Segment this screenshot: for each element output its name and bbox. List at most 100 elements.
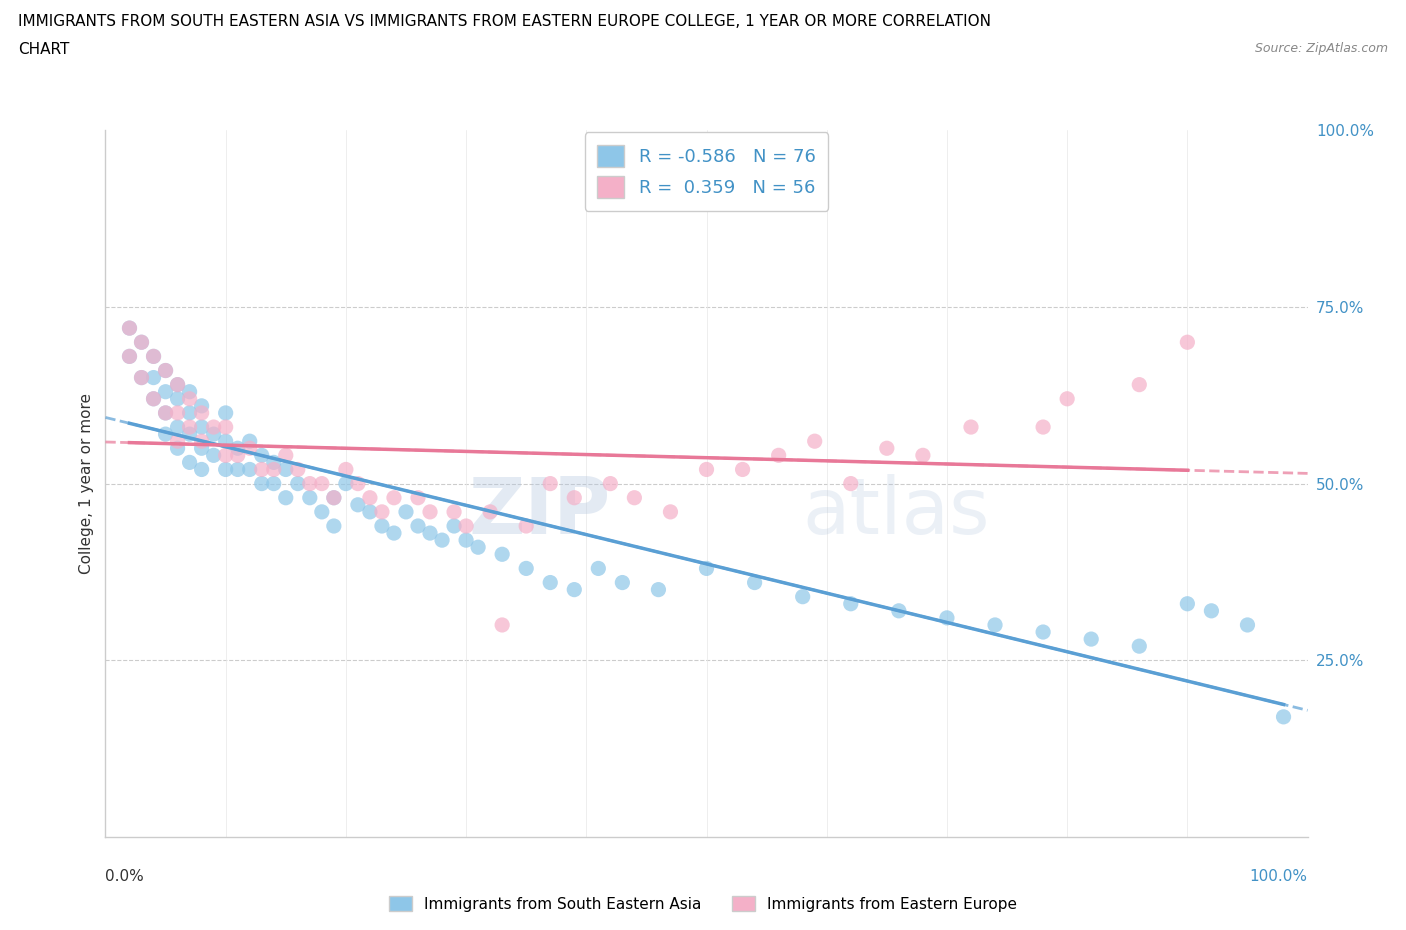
Point [406,490,429,505]
Point [131,370,153,385]
Point [166,405,188,420]
Point [179,392,201,406]
Point [731,462,754,477]
Point [250,462,273,477]
Point [984,618,1007,632]
Point [588,561,610,576]
Point [118,349,141,364]
Point [239,441,262,456]
Point [1056,392,1078,406]
Point [179,419,201,434]
Point [274,448,297,463]
Point [562,582,585,597]
Point [479,504,502,519]
Point [443,519,465,534]
Point [190,433,212,448]
Point [1175,335,1198,350]
Point [118,321,141,336]
Point [562,490,585,505]
Point [226,441,249,456]
Point [287,476,309,491]
Point [263,455,285,470]
Point [887,604,910,618]
Point [202,448,225,463]
Point [696,561,718,576]
Point [491,618,513,632]
Point [322,490,344,505]
Point [515,561,537,576]
Point [659,504,682,519]
Point [202,427,225,442]
Point [214,462,236,477]
Point [131,370,153,385]
Point [142,392,165,406]
Point [142,349,165,364]
Point [1201,604,1223,618]
Point [155,427,177,442]
Point [190,419,212,434]
Point [179,384,201,399]
Point [311,504,333,519]
Text: ZIP: ZIP [468,474,610,550]
Point [1272,710,1295,724]
Point [179,455,201,470]
Point [359,504,381,519]
Legend: R = -0.586   N = 76, R =  0.359   N = 56: R = -0.586 N = 76, R = 0.359 N = 56 [585,132,828,210]
Point [792,590,814,604]
Text: CHART: CHART [18,42,70,57]
Point [335,462,357,477]
Point [214,433,236,448]
Point [623,490,645,505]
Point [803,433,825,448]
Point [155,384,177,399]
Point [155,405,177,420]
Point [1032,625,1054,640]
Point [395,504,418,519]
Point [263,476,285,491]
Point [768,448,790,463]
Text: 0.0%: 0.0% [105,869,145,883]
Point [118,321,141,336]
Point [190,398,212,413]
Point [179,427,201,442]
Point [430,533,453,548]
Point [166,433,188,448]
Point [155,405,177,420]
Point [419,504,441,519]
Point [226,448,249,463]
Point [382,525,405,540]
Point [538,575,561,590]
Point [876,441,898,456]
Point [190,441,212,456]
Point [1032,419,1054,434]
Point [382,490,405,505]
Point [515,519,537,534]
Point [311,476,333,491]
Point [599,476,621,491]
Y-axis label: College, 1 year or more: College, 1 year or more [79,393,94,574]
Point [454,519,477,534]
Point [298,476,321,491]
Point [190,462,212,477]
Point [142,392,165,406]
Point [166,441,188,456]
Point [226,462,249,477]
Point [454,533,477,548]
Point [250,448,273,463]
Point [347,498,370,512]
Point [322,519,344,534]
Point [322,490,344,505]
Point [839,476,862,491]
Legend: Immigrants from South Eastern Asia, Immigrants from Eastern Europe: Immigrants from South Eastern Asia, Immi… [382,889,1024,918]
Point [214,448,236,463]
Point [335,476,357,491]
Point [491,547,513,562]
Point [1236,618,1258,632]
Point [538,476,561,491]
Point [1080,631,1102,646]
Point [647,582,669,597]
Point [142,370,165,385]
Point [911,448,934,463]
Point [155,363,177,378]
Point [166,378,188,392]
